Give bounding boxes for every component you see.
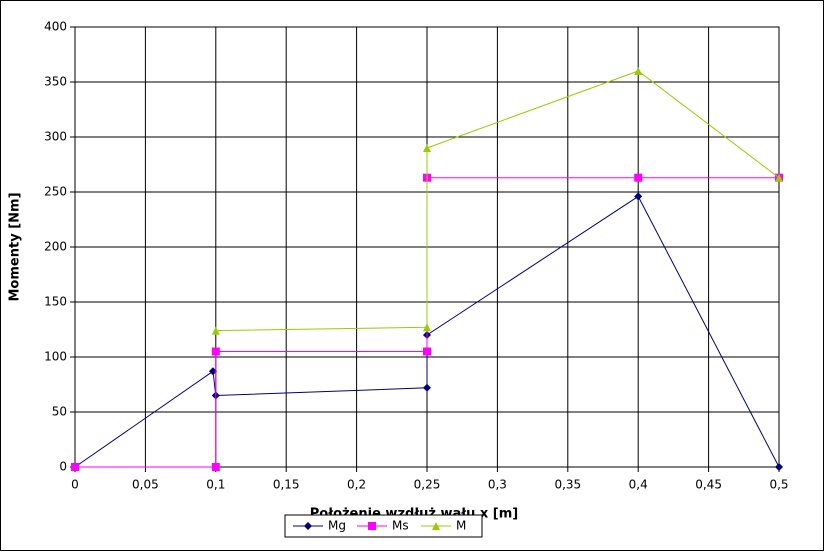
y-tick-label: 150	[44, 295, 67, 309]
x-tick-label: 0,15	[273, 478, 300, 492]
x-tick-label: 0,1	[206, 478, 225, 492]
x-tick-label: 0,3	[488, 478, 507, 492]
marker	[634, 173, 643, 182]
y-tick-label: 400	[44, 20, 67, 34]
y-tick-label: 0	[59, 460, 67, 474]
x-tick-label: 0	[71, 478, 79, 492]
marker	[368, 522, 376, 530]
plot-frame	[74, 26, 780, 468]
marker	[423, 144, 431, 152]
x-tick-label: 0,5	[769, 478, 788, 492]
legend-label: Mg	[328, 519, 346, 533]
x-tick-label: 0,45	[695, 478, 722, 492]
x-tick-label: 0,05	[132, 478, 159, 492]
marker	[423, 323, 431, 332]
marker	[211, 347, 220, 356]
y-tick-label: 50	[52, 405, 67, 419]
legend-label: M	[456, 519, 466, 533]
y-tick-label: 300	[44, 130, 67, 144]
marker	[775, 173, 783, 182]
marker	[432, 522, 440, 530]
y-tick-label: 200	[44, 240, 67, 254]
x-tick-label: 0,35	[554, 478, 581, 492]
marker	[71, 463, 79, 471]
marker	[211, 326, 220, 335]
marker	[775, 463, 783, 471]
y-tick-label: 100	[44, 350, 67, 364]
y-tick-label: 350	[44, 75, 67, 89]
y-tick-label: 250	[44, 185, 67, 199]
marker	[423, 383, 431, 392]
x-tick-label: 0,25	[414, 478, 441, 492]
marker	[634, 192, 643, 201]
x-tick-label: 0,2	[347, 478, 366, 492]
marker	[304, 522, 312, 530]
x-tick-label: 0,4	[629, 478, 648, 492]
legend-label: Ms	[392, 519, 409, 533]
marker	[211, 463, 220, 471]
marker	[423, 347, 431, 356]
marker	[208, 367, 217, 376]
y-axis-title: Momenty [Nm]	[8, 192, 23, 301]
marker	[634, 67, 643, 75]
